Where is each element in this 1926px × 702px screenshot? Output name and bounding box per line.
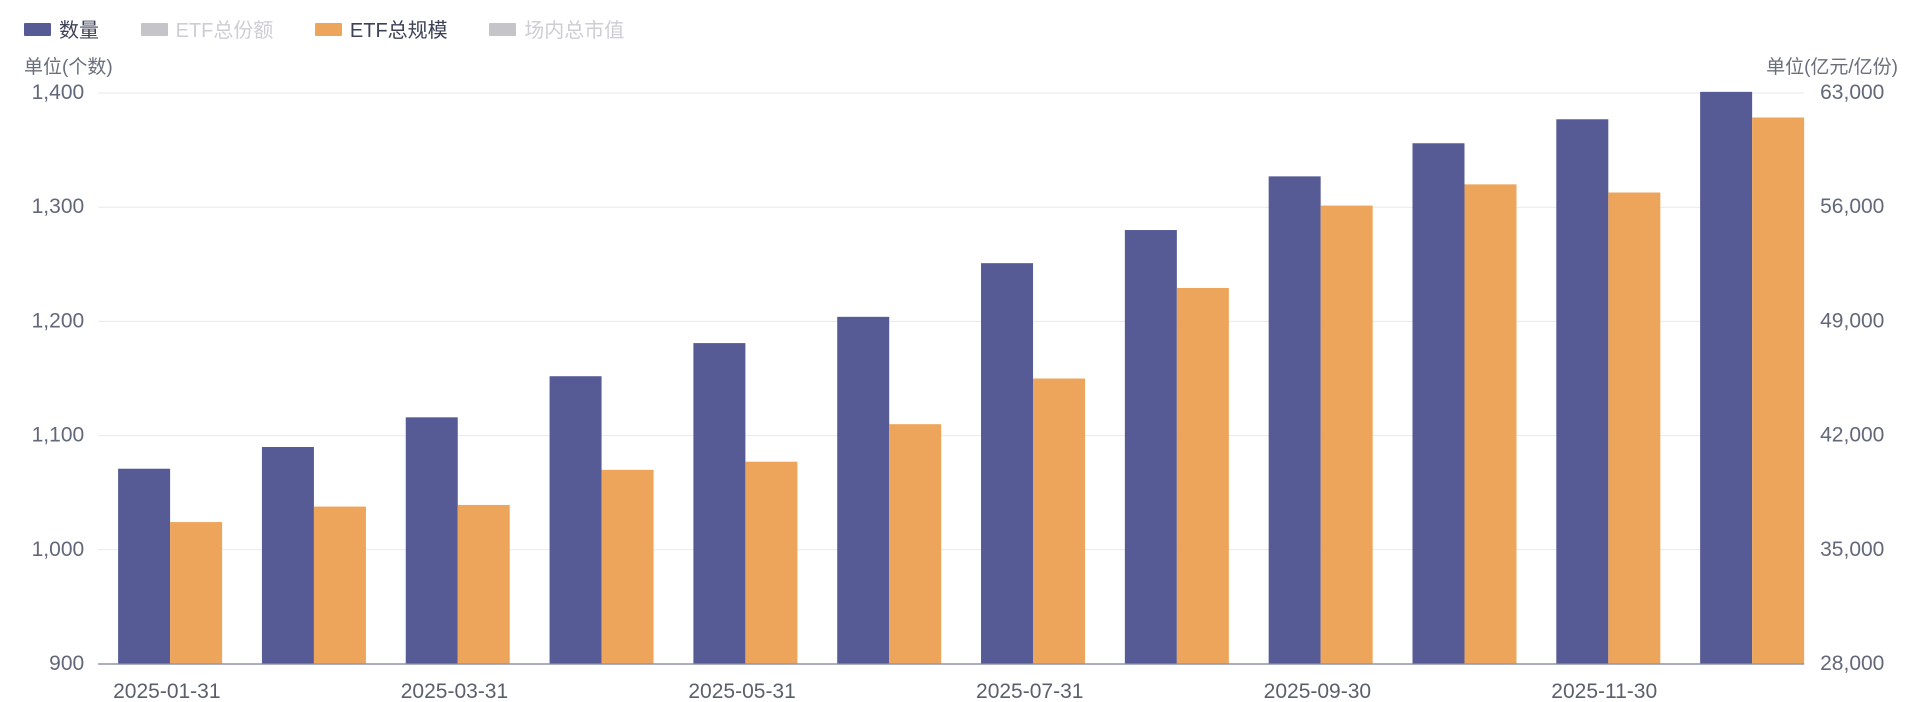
svg-text:35,000: 35,000 [1820, 538, 1884, 561]
svg-text:63,000: 63,000 [1820, 81, 1884, 104]
svg-text:2025-03-31: 2025-03-31 [401, 680, 508, 702]
svg-text:2025-09-30: 2025-09-30 [1264, 680, 1371, 702]
svg-text:1,100: 1,100 [32, 424, 85, 447]
svg-text:42,000: 42,000 [1820, 424, 1884, 447]
svg-text:28,000: 28,000 [1820, 652, 1884, 675]
svg-text:1,000: 1,000 [32, 538, 85, 561]
svg-text:2025-01-31: 2025-01-31 [113, 680, 220, 702]
svg-text:2025-05-31: 2025-05-31 [688, 680, 795, 702]
svg-text:2025-11-30: 2025-11-30 [1551, 680, 1657, 702]
svg-text:2025-07-31: 2025-07-31 [976, 680, 1083, 702]
svg-text:1,400: 1,400 [32, 81, 85, 104]
svg-text:1,300: 1,300 [32, 195, 85, 218]
svg-text:49,000: 49,000 [1820, 309, 1884, 332]
svg-text:900: 900 [49, 652, 84, 675]
svg-text:56,000: 56,000 [1820, 195, 1884, 218]
svg-text:1,200: 1,200 [32, 309, 85, 332]
